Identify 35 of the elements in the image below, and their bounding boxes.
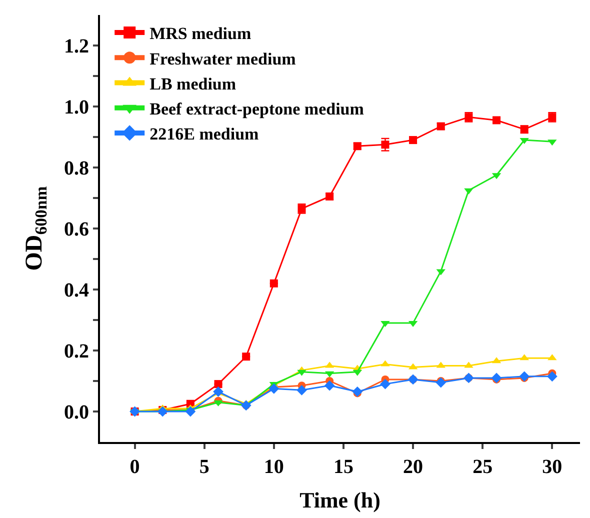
point bbox=[270, 279, 278, 288]
y-tick-label: 1.2 bbox=[64, 36, 89, 58]
legend-label: Freshwater medium bbox=[150, 49, 296, 68]
y-tick-label: 0.0 bbox=[64, 402, 89, 424]
point bbox=[185, 406, 196, 417]
point bbox=[519, 371, 530, 382]
x-tick-label: 20 bbox=[403, 456, 424, 478]
x-axis-title: Time (h) bbox=[300, 487, 380, 512]
y-tick-label: 0.8 bbox=[64, 158, 89, 180]
legend-label: LB medium bbox=[150, 74, 236, 94]
x-tick-label: 5 bbox=[199, 456, 210, 478]
legend-label: 2216E medium bbox=[150, 124, 259, 144]
point bbox=[436, 377, 446, 388]
point bbox=[380, 378, 390, 390]
point bbox=[352, 386, 363, 397]
x-tick-label: 25 bbox=[472, 456, 493, 478]
x-tick-label: 0 bbox=[130, 456, 140, 478]
point bbox=[546, 371, 558, 382]
x-tick-label: 10 bbox=[264, 456, 284, 478]
point bbox=[157, 406, 168, 417]
point bbox=[268, 383, 280, 394]
x-tick-label: 15 bbox=[333, 456, 354, 478]
y-tick-label: 0.2 bbox=[64, 340, 89, 362]
x-tick-label: 30 bbox=[542, 456, 562, 478]
point bbox=[296, 384, 307, 396]
point bbox=[324, 380, 335, 391]
legend-label: Beef extract-peptone medium bbox=[150, 99, 364, 118]
legend-label: MRS medium bbox=[150, 24, 252, 44]
point bbox=[242, 352, 250, 361]
y-tick-label: 0.4 bbox=[64, 280, 89, 302]
point bbox=[214, 380, 222, 388]
y-tick-label: 0.6 bbox=[64, 218, 89, 240]
point bbox=[491, 372, 502, 384]
y-tick-label: 1.0 bbox=[64, 96, 89, 118]
point bbox=[213, 386, 224, 397]
